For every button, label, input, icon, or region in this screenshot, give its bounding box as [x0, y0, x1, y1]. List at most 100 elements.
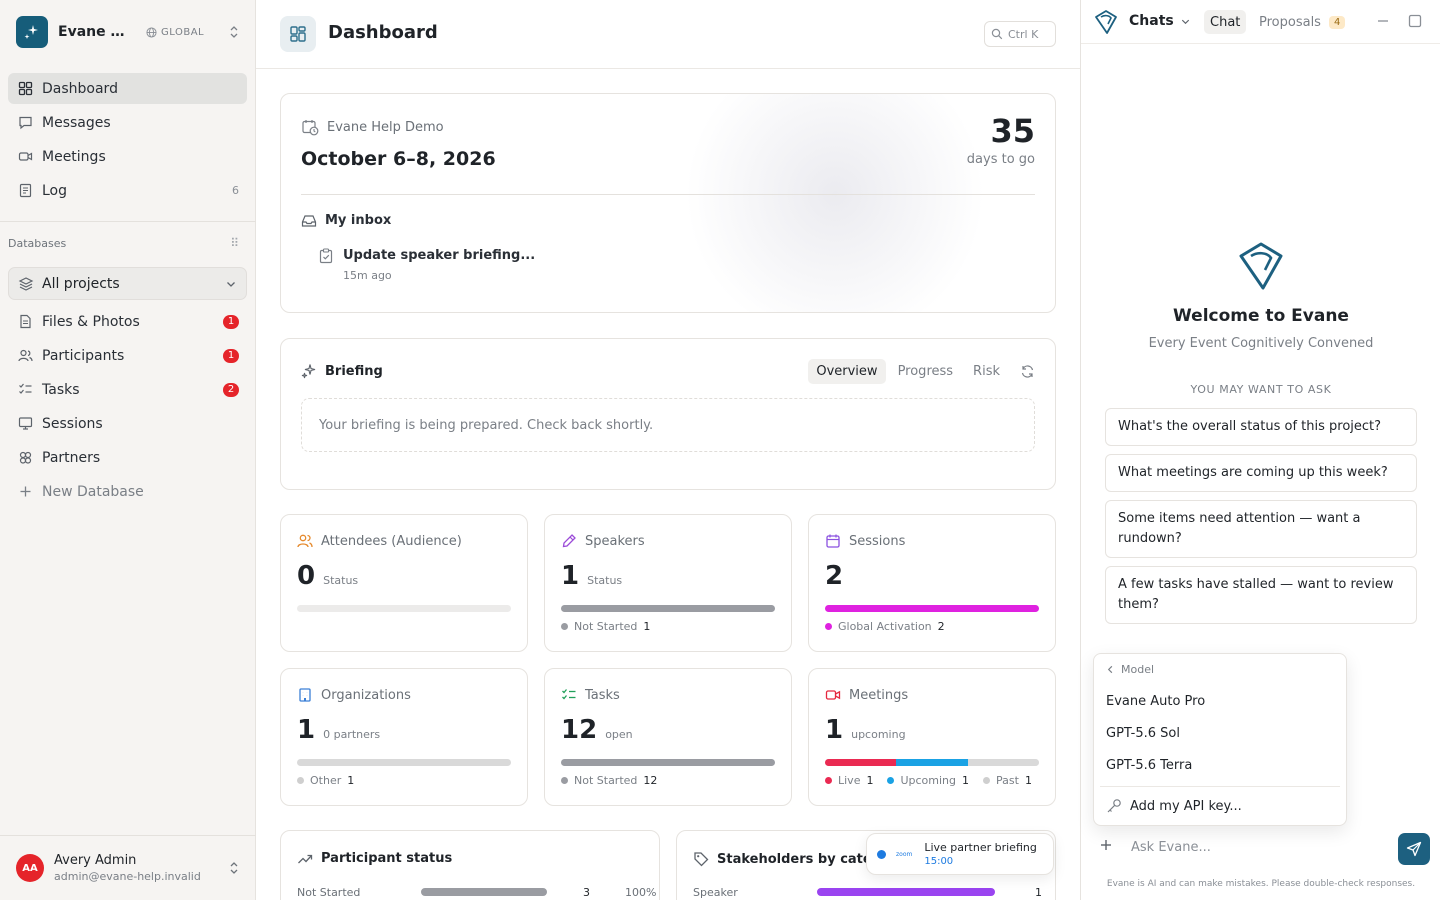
progress-bar	[297, 759, 511, 766]
workspace-logo-icon	[16, 16, 48, 48]
stat-title: Speakers	[585, 533, 645, 549]
row-bar	[817, 888, 995, 896]
legend-label: Global Activation	[838, 620, 932, 633]
maximize-icon[interactable]	[1408, 14, 1422, 28]
inbox-item[interactable]: Update speaker briefing... 15m ago	[319, 248, 535, 282]
sidebar-item-messages[interactable]: Messages	[8, 107, 247, 138]
stat-heading: Attendees (Audience)	[297, 533, 462, 549]
sidebar-item-log[interactable]: Log 6	[8, 175, 247, 206]
tab-overview[interactable]: Overview	[808, 359, 886, 384]
progress-bar	[561, 759, 775, 766]
workspace-switcher[interactable]: Evane He... GLOBAL	[16, 16, 240, 48]
minimize-icon[interactable]	[1376, 14, 1390, 28]
stat-value: 2	[825, 561, 843, 591]
suggestion-button[interactable]: What's the overall status of this projec…	[1105, 408, 1417, 446]
chevron-down-icon	[225, 278, 237, 290]
user-menu[interactable]: AA Avery Admin admin@evane-help.invalid	[0, 835, 256, 900]
plus-icon[interactable]	[1099, 838, 1113, 852]
layers-icon	[18, 276, 34, 292]
add-api-key-label: Add my API key...	[1130, 798, 1242, 814]
legend-dot	[887, 777, 895, 784]
main-nav: Dashboard Messages Meetings Log 6	[8, 73, 247, 209]
globe-icon	[146, 26, 157, 38]
new-database-button[interactable]: New Database	[8, 476, 247, 507]
bar-segment	[895, 759, 969, 766]
tab-chat[interactable]: Chat	[1204, 10, 1247, 34]
send-button[interactable]	[1398, 833, 1430, 865]
project-selector[interactable]: All projects	[8, 267, 247, 300]
stat-value: 0 Status	[297, 561, 358, 591]
legend-count: 2	[937, 620, 945, 633]
chats-dropdown[interactable]: Chats	[1129, 13, 1191, 29]
suggestion-button[interactable]: A few tasks have stalled — want to revie…	[1105, 566, 1417, 624]
countdown-number: 35	[990, 112, 1035, 150]
stat-card-organizations[interactable]: Organizations 1 0 partners Other 1	[280, 668, 528, 806]
stat-title: Organizations	[321, 687, 411, 703]
building-icon	[299, 688, 311, 702]
video-icon	[825, 690, 841, 700]
command-search-button[interactable]: Ctrl K	[984, 21, 1056, 47]
stat-card-attendees[interactable]: Attendees (Audience) 0 Status	[280, 514, 528, 652]
progress-bar	[297, 605, 511, 612]
chevron-updown-icon[interactable]	[228, 861, 240, 875]
sidebar-item-sessions[interactable]: Sessions	[8, 408, 247, 439]
refresh-icon[interactable]	[1020, 364, 1035, 379]
sidebar-item-label: Sessions	[42, 415, 103, 432]
suggestions-heading: YOU MAY WANT TO ASK	[1190, 383, 1332, 396]
stat-sub: open	[605, 728, 633, 741]
sidebar-divider	[0, 221, 256, 222]
stat-card-meetings[interactable]: Meetings 1 upcoming Live 1 Upcoming 1 Past 1	[808, 668, 1056, 806]
sidebar-item-partners[interactable]: Partners	[8, 442, 247, 473]
stakeholders-row: Speaker 1	[693, 886, 1042, 899]
drag-handle-icon[interactable]: ⠿	[230, 236, 240, 250]
event-dates: October 6–8, 2026	[301, 148, 496, 170]
add-api-key-button[interactable]: Add my API key...	[1106, 798, 1242, 814]
databases-heading-label: Databases	[8, 236, 67, 250]
inbox-item-text: Update speaker briefing... 15m ago	[343, 248, 535, 282]
row-count: 3	[583, 886, 590, 899]
video-icon	[16, 148, 34, 166]
sidebar-item-label: Messages	[42, 114, 111, 131]
users-icon	[16, 347, 34, 365]
chats-dropdown-label: Chats	[1129, 13, 1174, 29]
sidebar-item-dashboard[interactable]: Dashboard	[8, 73, 247, 104]
suggestion-button[interactable]: What meetings are coming up this week?	[1105, 454, 1417, 492]
model-option-evane-auto-pro[interactable]: Evane Auto Pro	[1106, 694, 1206, 709]
grid-icon	[16, 80, 34, 98]
evane-logo-icon	[1093, 9, 1119, 39]
stat-number: 12	[561, 715, 598, 745]
live-meeting-toast[interactable]: zoom Live partner briefing 15:00	[866, 833, 1054, 875]
sidebar-item-files-photos[interactable]: Files & Photos 1	[8, 306, 247, 337]
chevron-updown-icon[interactable]	[228, 25, 240, 39]
chat-header: Chats Chat Proposals 4	[1081, 0, 1440, 44]
plus-icon	[16, 483, 34, 501]
participant-status-card: Participant status Not Started 3 100%	[280, 830, 660, 900]
stat-sub: Status	[323, 574, 359, 587]
stat-card-sessions[interactable]: Sessions 2 Global Activation 2	[808, 514, 1056, 652]
tab-risk[interactable]: Risk	[973, 364, 1000, 379]
legend-count: 1	[1024, 774, 1032, 787]
chat-input[interactable]	[1131, 836, 1371, 858]
legend-item: Live 1	[825, 774, 873, 787]
sidebar-item-meetings[interactable]: Meetings	[8, 141, 247, 172]
tab-progress[interactable]: Progress	[897, 364, 954, 379]
model-option-gpt-sol[interactable]: GPT-5.6 Sol	[1106, 726, 1180, 741]
model-option-gpt-terra[interactable]: GPT-5.6 Terra	[1106, 758, 1193, 773]
sidebar-item-participants[interactable]: Participants 1	[8, 340, 247, 371]
project-selector-label: All projects	[42, 275, 120, 292]
sidebar-item-label: Partners	[42, 449, 101, 466]
page-header: Dashboard Ctrl K	[256, 0, 1080, 69]
suggestion-button[interactable]: Some items need attention — want a rundo…	[1105, 500, 1417, 558]
inbox-icon	[301, 214, 317, 227]
sidebar-item-tasks[interactable]: Tasks 2	[8, 374, 247, 405]
model-back-button[interactable]: Model	[1106, 663, 1154, 676]
stat-card-tasks[interactable]: Tasks 12 open Not Started 12	[544, 668, 792, 806]
stat-title: Tasks	[585, 687, 620, 703]
stat-card-speakers[interactable]: Speakers 1 Status Not Started 1	[544, 514, 792, 652]
toast-text: Live partner briefing 15:00	[924, 841, 1037, 867]
tab-proposals[interactable]: Proposals 4	[1253, 10, 1351, 34]
stat-title: Meetings	[849, 687, 909, 703]
stat-heading: Organizations	[297, 687, 411, 703]
bar-segment	[297, 759, 511, 766]
users-icon	[297, 534, 313, 548]
